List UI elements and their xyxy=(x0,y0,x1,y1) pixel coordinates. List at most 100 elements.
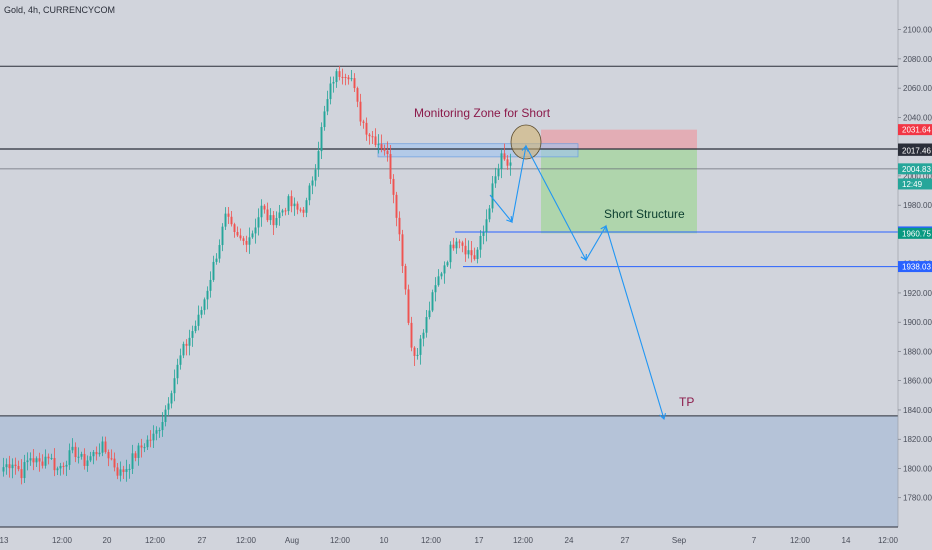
candle-body xyxy=(308,185,311,201)
candle xyxy=(11,458,14,479)
candle-body xyxy=(158,430,161,432)
candle-body xyxy=(185,343,188,346)
candle xyxy=(458,239,461,249)
candle-body xyxy=(473,255,476,260)
candle xyxy=(212,255,215,282)
candle-body xyxy=(485,219,488,233)
candle xyxy=(8,455,11,478)
time-tick-label: 12:00 xyxy=(513,536,534,545)
price-tag-bg xyxy=(898,124,932,136)
candle-body xyxy=(125,469,128,472)
candle-body xyxy=(443,265,446,274)
candle-body xyxy=(440,273,443,277)
candle xyxy=(476,247,479,264)
candle-body xyxy=(191,331,194,338)
candle-body xyxy=(233,224,236,233)
price-axis[interactable]: 1780.00 1800.00 1820.00 1840.00 1860.00 1880.… xyxy=(897,0,932,527)
candle-body xyxy=(479,235,482,250)
candle xyxy=(419,335,422,365)
candle-body xyxy=(278,212,281,219)
candle xyxy=(446,260,449,268)
price-tick-label: 1880.00 xyxy=(903,347,932,356)
candle-body xyxy=(197,314,200,326)
time-axis[interactable]: 13 12:00 20 12:00 27 12:00 Aug 12:00 10 12:00 17 12… xyxy=(0,526,899,545)
candle xyxy=(209,271,212,298)
candle-body xyxy=(179,355,182,365)
candle xyxy=(23,454,26,483)
candle-body xyxy=(206,290,209,300)
candle-body xyxy=(434,285,437,293)
candle-body xyxy=(314,169,317,181)
candle xyxy=(386,141,389,162)
price-tick-label: 1820.00 xyxy=(903,435,932,444)
candle-body xyxy=(431,292,434,311)
candle xyxy=(170,390,173,409)
candle xyxy=(242,236,245,246)
candle-body xyxy=(383,148,386,151)
candle xyxy=(62,462,65,475)
candle xyxy=(233,222,236,238)
candles-layer xyxy=(2,66,512,485)
stop-loss-zone xyxy=(541,129,697,149)
candle xyxy=(278,205,281,226)
candle xyxy=(422,329,425,347)
candle xyxy=(86,455,89,472)
candle-body xyxy=(350,78,353,80)
candle-body xyxy=(491,183,494,209)
candle xyxy=(203,297,206,315)
time-tick-label: 12:00 xyxy=(421,536,442,545)
candle-body xyxy=(377,144,380,146)
candle xyxy=(305,197,308,218)
candle xyxy=(122,465,125,479)
candle-body xyxy=(50,457,53,459)
price-tag-bg xyxy=(898,163,932,175)
candle xyxy=(38,452,41,472)
candle xyxy=(53,448,56,477)
candle-body xyxy=(236,232,239,236)
candle xyxy=(188,329,191,356)
candle xyxy=(173,369,176,402)
candle-body xyxy=(344,77,347,79)
candle-body xyxy=(503,153,506,160)
candle-body xyxy=(446,262,449,266)
candle-body xyxy=(29,458,32,461)
arrow-head xyxy=(521,144,529,152)
candle xyxy=(182,341,185,359)
candle-body xyxy=(128,468,131,470)
candle xyxy=(428,301,431,320)
candle xyxy=(164,405,167,427)
time-tick-label: 27 xyxy=(621,536,630,545)
candle-body xyxy=(212,261,215,280)
candle-body xyxy=(368,134,371,137)
candle xyxy=(311,176,314,195)
candle xyxy=(275,211,278,228)
candle-body xyxy=(353,78,356,89)
candle xyxy=(44,449,47,469)
candle-body xyxy=(98,452,101,455)
candle xyxy=(272,211,275,235)
candle xyxy=(467,240,470,259)
candle-body xyxy=(500,153,503,169)
candle xyxy=(281,208,284,217)
price-tick-label: 1920.00 xyxy=(903,289,932,298)
candle-body xyxy=(188,337,191,346)
candle-body xyxy=(335,71,338,83)
price-tag-label: 1960.75 xyxy=(902,229,931,238)
candle xyxy=(152,425,155,449)
candle xyxy=(470,240,473,263)
candle-body xyxy=(44,456,47,466)
candle xyxy=(392,174,395,204)
candle xyxy=(359,93,362,126)
candle-body xyxy=(275,218,278,226)
candle-body xyxy=(113,458,116,468)
candle xyxy=(314,164,317,187)
annotations-layer: Monitoring Zone for Short Short Structur… xyxy=(414,106,694,409)
candle xyxy=(80,451,83,460)
candle-body xyxy=(104,441,107,453)
candle-body xyxy=(410,322,413,348)
candle xyxy=(461,240,464,253)
candle xyxy=(161,412,164,437)
candle xyxy=(506,155,509,170)
candle-body xyxy=(407,289,410,323)
